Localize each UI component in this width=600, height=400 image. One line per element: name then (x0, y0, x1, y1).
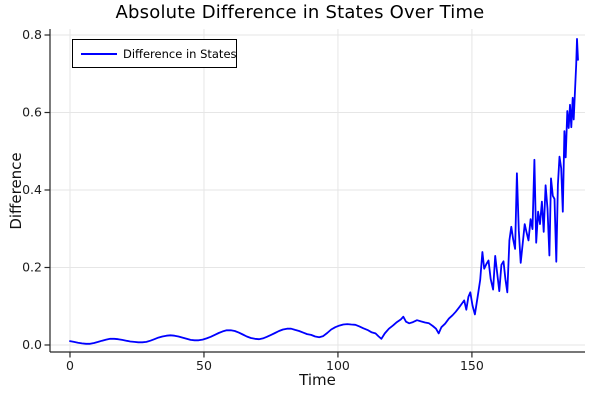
legend-label: Difference in States (123, 46, 237, 61)
x-tick-label: 0 (66, 358, 74, 373)
x-tick-label: 100 (326, 358, 350, 373)
chart-title: Absolute Difference in States Over Time (115, 2, 485, 23)
y-tick-label: 0.4 (22, 182, 42, 197)
y-axis-label: Difference (7, 152, 25, 230)
y-tick-label: 0.8 (22, 27, 42, 42)
y-tick-label: 0.6 (22, 105, 42, 120)
legend-box: Difference in States (72, 39, 237, 68)
data-line (69, 38, 579, 345)
legend-line-swatch (81, 52, 117, 55)
y-tick-label: 0.0 (22, 337, 42, 352)
x-tick-label: 50 (196, 358, 212, 373)
x-tick-label: 150 (460, 358, 484, 373)
y-tick-label: 0.2 (22, 259, 42, 274)
x-axis-label: Time (299, 371, 336, 389)
